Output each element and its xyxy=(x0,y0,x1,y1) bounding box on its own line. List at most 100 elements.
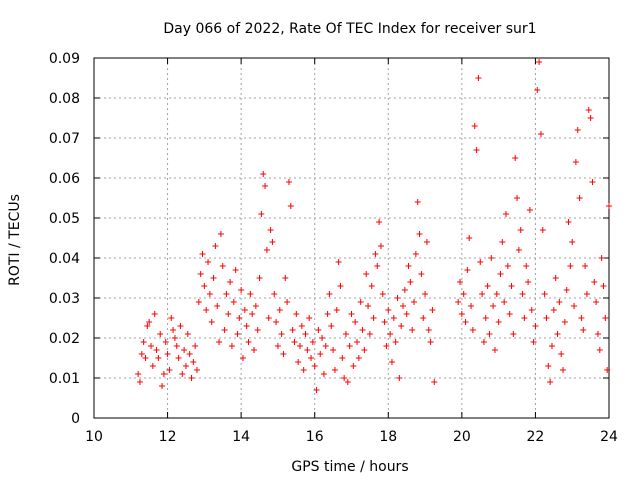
data-point xyxy=(357,299,364,305)
data-point xyxy=(239,355,246,361)
x-tick-label: 20 xyxy=(453,429,471,445)
data-point xyxy=(547,379,554,385)
data-point xyxy=(238,287,245,293)
data-point xyxy=(146,319,153,325)
data-point xyxy=(252,303,259,309)
data-point xyxy=(276,307,283,313)
data-point xyxy=(232,267,239,273)
y-tick-label: 0.03 xyxy=(49,291,80,307)
data-point xyxy=(563,287,570,293)
data-point xyxy=(403,311,410,317)
data-point xyxy=(206,291,213,297)
data-point xyxy=(142,355,149,361)
data-point xyxy=(181,347,188,353)
data-point xyxy=(210,275,217,281)
data-point xyxy=(366,331,373,337)
data-point xyxy=(499,239,506,245)
data-point xyxy=(320,371,327,377)
data-point xyxy=(423,239,430,245)
data-point xyxy=(262,183,269,189)
data-point xyxy=(282,275,289,281)
data-point xyxy=(396,375,403,381)
data-point xyxy=(317,351,324,357)
data-point xyxy=(514,195,521,201)
data-point xyxy=(136,379,143,385)
data-point xyxy=(416,231,423,237)
x-tick-label: 24 xyxy=(600,429,618,445)
data-point xyxy=(469,327,476,333)
data-point xyxy=(508,283,515,289)
data-point xyxy=(523,263,530,269)
data-point xyxy=(536,59,543,65)
data-point xyxy=(363,271,370,277)
data-point xyxy=(291,339,298,345)
data-point xyxy=(556,299,563,305)
data-point xyxy=(230,299,237,305)
data-point xyxy=(182,363,189,369)
data-point xyxy=(604,367,611,373)
y-tick-label: 0.05 xyxy=(49,211,80,227)
data-point xyxy=(197,271,204,277)
data-point xyxy=(580,327,587,333)
data-point xyxy=(569,239,576,245)
data-point xyxy=(422,291,429,297)
data-point xyxy=(543,315,550,321)
data-point xyxy=(241,307,248,313)
data-point xyxy=(486,331,493,337)
data-point xyxy=(192,343,199,349)
data-point xyxy=(388,359,395,365)
data-point xyxy=(572,159,579,165)
data-point xyxy=(160,371,167,377)
data-point xyxy=(344,379,351,385)
data-point xyxy=(477,259,484,265)
data-point xyxy=(348,311,355,317)
data-point xyxy=(251,347,258,353)
y-axis-label: ROTI / TECUs xyxy=(7,194,23,286)
data-point xyxy=(149,363,156,369)
data-point xyxy=(532,323,539,329)
x-tick-label: 16 xyxy=(306,429,324,445)
data-point xyxy=(431,379,438,385)
data-point xyxy=(537,131,544,137)
data-point xyxy=(517,227,524,233)
data-point xyxy=(376,219,383,225)
data-point xyxy=(381,319,388,325)
data-point xyxy=(541,291,548,297)
data-point xyxy=(263,247,270,253)
y-tick-label: 0.04 xyxy=(49,251,80,267)
data-point xyxy=(225,311,232,317)
data-point xyxy=(346,343,353,349)
data-point xyxy=(269,239,276,245)
data-point xyxy=(400,303,406,309)
data-point xyxy=(217,231,224,237)
data-point xyxy=(341,375,348,381)
data-point xyxy=(379,291,386,297)
data-point xyxy=(335,259,342,265)
data-point xyxy=(473,147,480,153)
data-point xyxy=(578,315,585,321)
data-point xyxy=(530,339,537,345)
data-point xyxy=(236,315,243,321)
data-point xyxy=(501,299,508,305)
data-point xyxy=(582,263,589,269)
y-tick-label: 0.09 xyxy=(49,51,80,67)
data-point xyxy=(374,263,381,269)
data-point xyxy=(548,343,555,349)
data-point xyxy=(274,343,281,349)
data-point xyxy=(171,335,178,341)
data-point xyxy=(412,251,419,257)
data-point xyxy=(289,327,296,333)
data-point xyxy=(600,283,607,289)
data-point xyxy=(203,307,210,313)
axis-ticks: 10 12 14 16 18 20 22 24 0 0.01 0.02 0.03 0.04 0.05 0.0… xyxy=(49,51,618,445)
data-point xyxy=(333,307,340,313)
x-tick-label: 12 xyxy=(159,429,177,445)
y-tick-label: 0.02 xyxy=(49,331,80,347)
data-point xyxy=(484,283,491,289)
data-point xyxy=(455,299,462,305)
data-point xyxy=(342,331,349,337)
data-point xyxy=(328,323,335,329)
data-point xyxy=(394,295,401,301)
data-point xyxy=(350,363,357,369)
data-point xyxy=(385,307,392,313)
